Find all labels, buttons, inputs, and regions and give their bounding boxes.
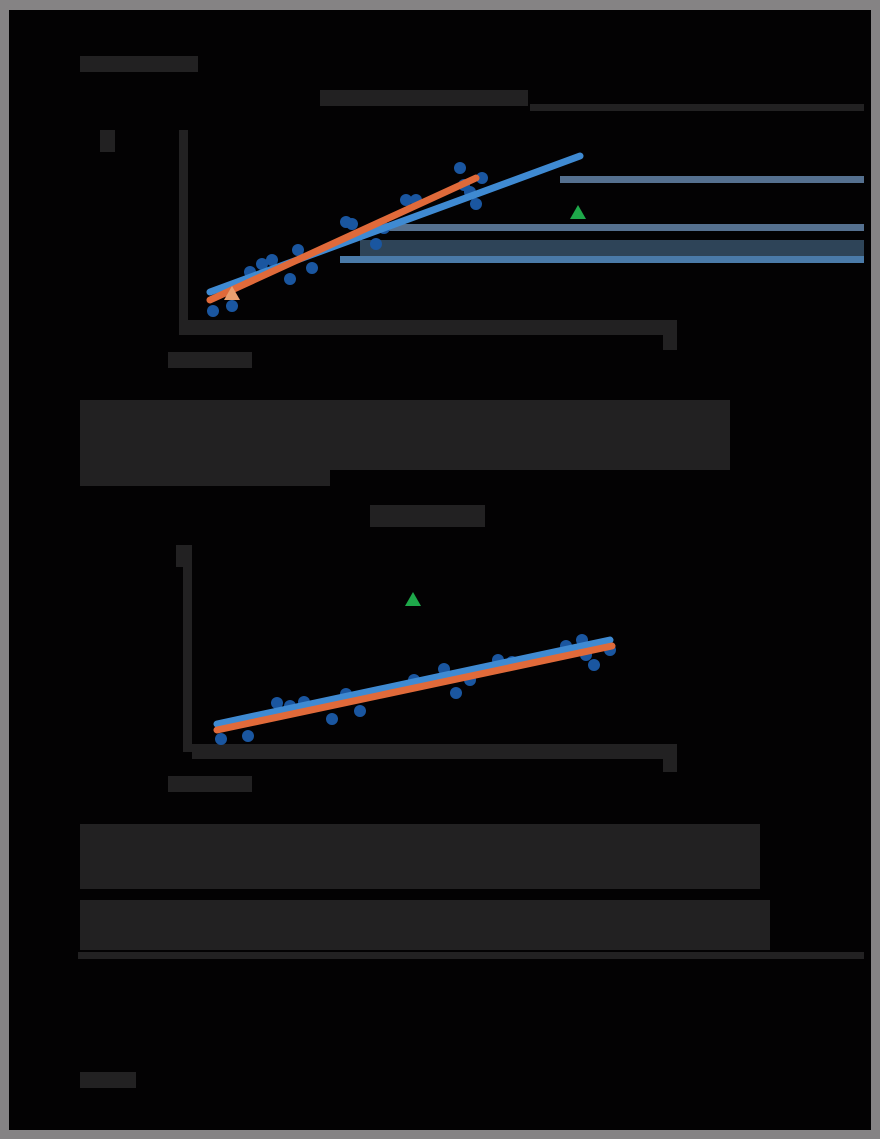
data-point: [284, 273, 296, 285]
outlier-marker: [405, 592, 421, 606]
chart2-xlabel: [168, 776, 252, 792]
section-heading: [redacted]: [80, 56, 198, 72]
chart-2: [176, 545, 677, 772]
paragraph-3: [redacted paragraph 3]: [80, 900, 770, 950]
data-point: [215, 733, 227, 745]
data-point: [370, 238, 382, 250]
chart2-y-axis: [183, 550, 192, 752]
data-point: [207, 305, 219, 317]
chart1-right-rule: [530, 104, 864, 111]
fit-excl-line: [213, 642, 616, 734]
data-point: [470, 198, 482, 210]
data-point: [346, 218, 358, 230]
data-point: [271, 697, 283, 709]
data-point: [400, 194, 412, 206]
data-point: [242, 730, 254, 742]
chart1-title: [redacted]: [320, 90, 528, 106]
chart2-title: [redacted]: [370, 505, 485, 527]
data-point: [226, 300, 238, 312]
chart1-y-axis: [179, 130, 188, 335]
bottom-rule: [78, 952, 864, 959]
paragraph-1-tail: [80, 466, 330, 486]
data-point: [588, 659, 600, 671]
chart1-guide-1: [560, 176, 864, 183]
highlight-marker: [224, 286, 240, 300]
paragraph-1: [redacted paragraph 1]: [80, 400, 730, 470]
data-point: [450, 687, 462, 699]
data-point: [476, 172, 488, 184]
outlier-marker: [570, 205, 586, 219]
data-point: [256, 258, 268, 270]
paragraph-2: [redacted paragraph 2]: [80, 824, 760, 889]
data-point: [292, 244, 304, 256]
data-point: [326, 713, 338, 725]
chart1-guide-4: [340, 256, 864, 263]
chart1-xlabel: [168, 352, 252, 368]
data-point: [454, 162, 466, 174]
fit-all-line: [213, 636, 614, 728]
data-point: [354, 705, 366, 717]
data-point: [266, 254, 278, 266]
data-point: [306, 262, 318, 274]
chart2-x-axis: [192, 744, 677, 759]
chart1-guide-3: [360, 240, 864, 256]
fit-excl-line: [206, 174, 480, 304]
chart1-y-tick: [100, 130, 115, 152]
chart-1: [100, 130, 677, 350]
chart1-guide-2: [380, 224, 864, 231]
page-number: [redacted]: [80, 1072, 136, 1088]
